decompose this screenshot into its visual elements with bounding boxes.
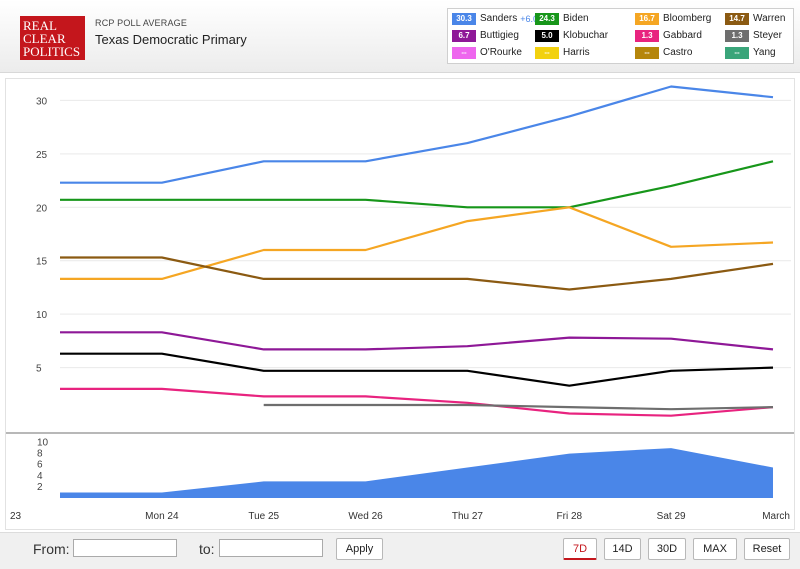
x-tick-label: Thu 27 — [452, 511, 484, 522]
legend-candidate-name: Steyer — [753, 30, 782, 41]
from-date-input[interactable] — [73, 539, 177, 557]
legend-item-harris[interactable]: -- Harris — [535, 46, 590, 60]
chart-header: REAL CLEAR POLITICS RCP POLL AVERAGE Tex… — [0, 0, 800, 73]
legend-candidate-name: Harris — [563, 47, 590, 58]
legend-value-badge: 5.0 — [535, 30, 559, 42]
legend-item-biden[interactable]: 24.3 Biden — [535, 12, 589, 26]
legend-value-badge: 16.7 — [635, 13, 659, 25]
x-tick-label: Tue 25 — [248, 511, 279, 522]
volume-tick-label: 10 — [37, 438, 49, 449]
legend-candidate-name: Castro — [663, 47, 693, 58]
date-range-toolbar: From: to: Apply 7D 14D 30D MAX Reset — [0, 532, 800, 569]
x-tick-label: Mon 24 — [145, 511, 179, 522]
series-line-buttigieg — [60, 331, 774, 351]
y-tick-label: 30 — [36, 96, 48, 107]
volume-tick-label: 2 — [37, 482, 43, 493]
legend-value-badge: 6.7 — [452, 30, 476, 42]
legend-value-badge: 30.3 — [452, 13, 476, 25]
volume-tick-label: 4 — [37, 471, 43, 482]
legend-item-yang[interactable]: -- Yang — [725, 46, 776, 60]
x-tick-label: Fri 28 — [557, 511, 583, 522]
range-14d-button[interactable]: 14D — [604, 538, 641, 560]
legend-candidate-name: Bloomberg — [663, 13, 712, 24]
legend-candidate-name: Yang — [753, 47, 776, 58]
series-line-gabbard — [60, 387, 774, 417]
legend-item-castro[interactable]: -- Castro — [635, 46, 692, 60]
legend-item-gabbard[interactable]: 1.3 Gabbard — [635, 29, 702, 43]
legend-candidate-name: Biden — [563, 13, 589, 24]
legend-change: +6.0 — [520, 14, 539, 24]
series-line-warren — [60, 256, 774, 291]
volume-tick-label: 6 — [37, 460, 43, 471]
series-line-sanders — [60, 85, 774, 184]
x-tick-label: 23 — [10, 511, 22, 522]
legend-value-badge: 24.3 — [535, 13, 559, 25]
legend-value-badge: -- — [535, 47, 559, 59]
x-tick-label: Wed 26 — [348, 511, 383, 522]
legend-value-badge: 1.3 — [635, 30, 659, 42]
apply-button[interactable]: Apply — [336, 538, 383, 560]
y-tick-label: 10 — [36, 310, 48, 321]
y-tick-label: 25 — [36, 150, 48, 161]
legend-item-warren[interactable]: 14.7 Warren — [725, 12, 785, 26]
legend-item-orourke[interactable]: -- O'Rourke — [452, 46, 522, 60]
range-max-button[interactable]: MAX — [693, 538, 737, 560]
legend-item-sanders[interactable]: 30.3 Sanders +6.0 — [452, 12, 538, 26]
legend-candidate-name: Buttigieg — [480, 30, 519, 41]
y-tick-label: 20 — [36, 203, 48, 214]
y-tick-label: 5 — [36, 364, 42, 375]
to-date-input[interactable] — [219, 539, 323, 557]
legend-item-klobuchar[interactable]: 5.0 Klobuchar — [535, 29, 608, 43]
x-tick-label: Sat 29 — [657, 511, 686, 522]
series-line-steyer — [263, 403, 774, 411]
legend-candidate-name: Warren — [753, 13, 786, 24]
legend-candidate-name: O'Rourke — [480, 47, 522, 58]
legend-value-badge: 14.7 — [725, 13, 749, 25]
x-tick-label: March — [762, 511, 790, 522]
range-7d-button[interactable]: 7D — [563, 538, 597, 560]
range-30d-button[interactable]: 30D — [648, 538, 686, 560]
to-label: to: — [199, 541, 215, 557]
series-line-klobuchar — [60, 352, 774, 387]
legend-item-bloomberg[interactable]: 16.7 Bloomberg — [635, 12, 711, 26]
reset-button[interactable]: Reset — [744, 538, 790, 560]
series-line-biden — [60, 160, 774, 209]
legend-item-steyer[interactable]: 1.3 Steyer — [725, 29, 782, 43]
volume-area — [60, 448, 773, 498]
chart-legend: 30.3 Sanders +6.0 24.3 Biden 16.7 Bloomberg 14.… — [447, 8, 794, 64]
series-line-bloomberg — [60, 206, 774, 280]
legend-value-badge: -- — [635, 47, 659, 59]
rcp-logo: REAL CLEAR POLITICS — [20, 16, 85, 60]
legend-item-buttigieg[interactable]: 6.7 Buttigieg — [452, 29, 519, 43]
legend-value-badge: -- — [452, 47, 476, 59]
legend-candidate-name: Klobuchar — [563, 30, 609, 41]
from-label: From: — [33, 541, 70, 557]
poll-average-label: RCP POLL AVERAGE — [95, 18, 188, 28]
legend-candidate-name: Gabbard — [663, 30, 702, 41]
y-tick-label: 15 — [36, 257, 48, 268]
volume-tick-label: 8 — [37, 449, 43, 460]
legend-candidate-name: Sanders — [480, 13, 518, 24]
chart-area: 5 10 15 20 25 30 2 4 6 8 10 23 Mon 24 Tue 25 Wed 26 Thu… — [5, 78, 795, 530]
chart-title: Texas Democratic Primary — [95, 32, 247, 47]
legend-value-badge: 1.3 — [725, 30, 749, 42]
legend-value-badge: -- — [725, 47, 749, 59]
